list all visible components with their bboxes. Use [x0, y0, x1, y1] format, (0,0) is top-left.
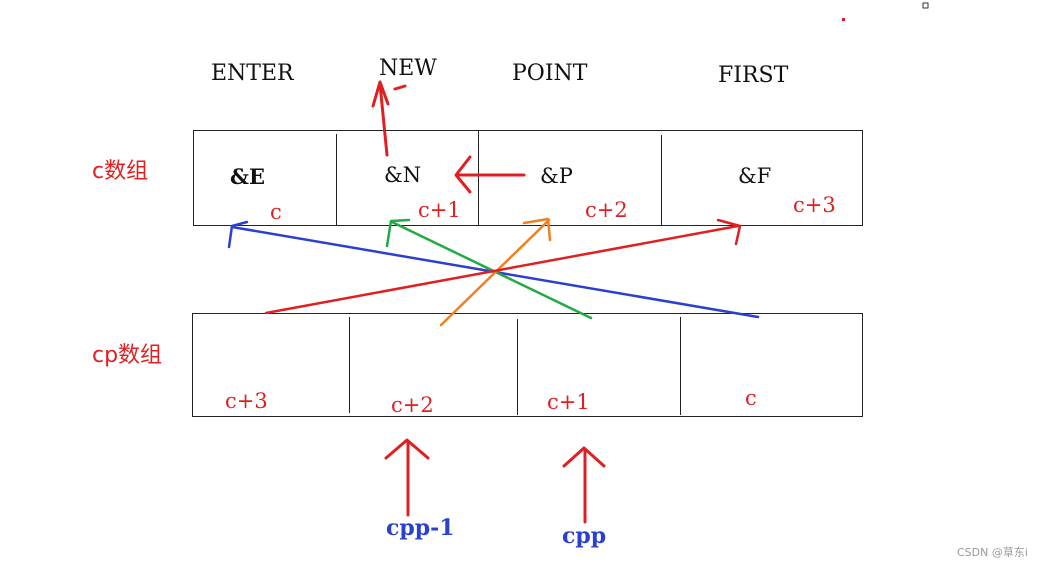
c-cell-0: &E [230, 164, 265, 189]
c-offset-2: c+2 [585, 198, 628, 222]
cpp-minus-1-label: cpp-1 [386, 515, 455, 541]
cp-cell-3: c [745, 386, 757, 410]
c-array-box [193, 130, 863, 226]
small-square-mark [922, 2, 929, 9]
cpp-label: cpp [562, 523, 607, 549]
cp-array-divider [517, 319, 518, 415]
c-offset-1: c+1 [418, 198, 461, 222]
c-cell-1: &N [384, 163, 422, 187]
string-enter: ENTER [211, 61, 294, 86]
c-array-divider [478, 130, 479, 226]
cp-array-box [192, 313, 863, 417]
c-cell-3: &F [738, 164, 772, 188]
c-offset-3: c+3 [793, 193, 836, 217]
string-point: POINT [512, 61, 588, 86]
arrow-cp0-to-c3 [264, 218, 742, 315]
arrow-cpp [562, 446, 606, 524]
c-array-divider [661, 135, 662, 226]
c-cell-2: &P [540, 164, 573, 188]
cp-cell-0: c+3 [225, 389, 268, 413]
cp-array-divider [680, 317, 681, 415]
arrow-cp1-to-c2 [439, 217, 552, 327]
arrow-n-to-new [371, 80, 407, 157]
arrow-cpp-minus-1 [384, 438, 430, 517]
watermark: CSDN @草东i [957, 546, 1028, 559]
red-dot-mark [842, 18, 845, 21]
cp-array-label: cp数组 [92, 343, 163, 368]
string-first: FIRST [718, 63, 789, 88]
cp-cell-2: c+1 [547, 390, 590, 414]
string-new: NEW [379, 56, 437, 81]
c-array-divider [336, 134, 337, 226]
arrow-p-to-n [454, 155, 526, 194]
c-array-label: c数组 [92, 159, 149, 184]
cp-array-divider [349, 317, 350, 413]
c-offset-0: c [270, 200, 282, 224]
arrow-cp2-to-c1 [385, 218, 593, 320]
cp-cell-1: c+2 [391, 393, 434, 417]
